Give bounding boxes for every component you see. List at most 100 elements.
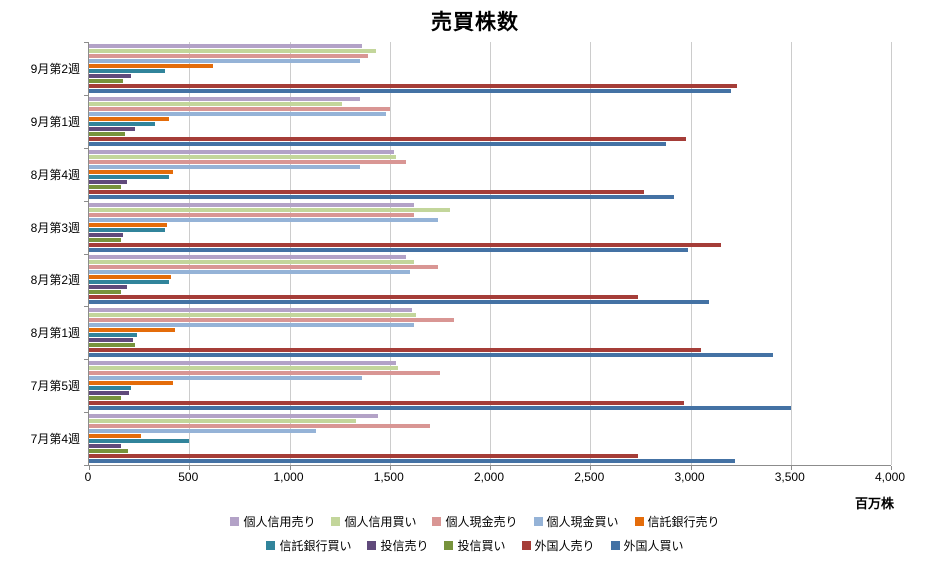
bar-信託銀行買い xyxy=(89,227,166,232)
bar-投信買い xyxy=(89,343,136,348)
bar-投信売り xyxy=(89,444,122,449)
bar-投信売り xyxy=(89,232,124,237)
bar-group-8月第2週 xyxy=(89,254,891,307)
bar-投信売り xyxy=(89,285,128,290)
bar-外国人売り xyxy=(89,295,639,300)
bar-外国人買い xyxy=(89,247,689,252)
legend-label: 投信買い xyxy=(457,539,506,553)
bar-信託銀行買い xyxy=(89,121,156,126)
y-category-label: 7月第5週 xyxy=(30,379,80,394)
legend: 個人信用売り 個人信用買い 個人現金売り 個人現金買い 信託銀行売り 信託銀行買い 投信売り… xyxy=(0,513,950,554)
legend-item: 個人現金売り xyxy=(432,513,518,530)
y-axis-tick xyxy=(84,359,88,361)
bar-group-8月第1週 xyxy=(89,306,891,359)
gridline xyxy=(189,42,191,465)
bar-個人現金売り xyxy=(89,424,430,429)
bar-個人現金売り xyxy=(89,53,368,58)
legend-swatch xyxy=(331,517,341,526)
gridline xyxy=(790,42,792,465)
bar-投信売り xyxy=(89,179,128,184)
bar-外国人売り xyxy=(89,136,687,141)
bar-信託銀行買い xyxy=(89,174,170,179)
legend-label: 個人現金買い xyxy=(546,515,619,529)
bar-外国人買い xyxy=(89,88,731,93)
legend-swatch xyxy=(610,541,620,550)
legend-row: 信託銀行買い 投信売り 投信買い 外国人売り 外国人買い xyxy=(266,537,684,554)
x-axis-tick xyxy=(89,466,90,470)
legend-swatch xyxy=(533,517,543,526)
legend-item: 投信売り xyxy=(367,537,428,554)
gridline xyxy=(891,42,892,465)
y-category-label: 7月第4週 xyxy=(30,432,80,447)
bar-投信買い xyxy=(89,290,122,295)
x-axis-tick xyxy=(389,466,391,470)
y-axis-tick xyxy=(84,306,88,308)
legend-label: 外国人買い xyxy=(623,539,684,553)
bar-投信売り xyxy=(89,126,136,131)
bar-信託銀行売り xyxy=(89,116,170,121)
legend-swatch xyxy=(432,517,442,526)
y-axis-tick xyxy=(84,42,88,43)
legend-swatch xyxy=(521,541,531,550)
bar-個人信用買い xyxy=(89,154,396,159)
bar-個人信用売り xyxy=(89,361,396,366)
bar-信託銀行買い xyxy=(89,280,170,285)
bar-外国人買い xyxy=(89,141,667,146)
bar-個人信用売り xyxy=(89,43,362,48)
bar-投信売り xyxy=(89,391,130,396)
bar-個人信用買い xyxy=(89,101,342,106)
bar-個人信用売り xyxy=(89,202,414,207)
bar-信託銀行売り xyxy=(89,434,142,439)
y-category-label: 8月第1週 xyxy=(30,326,80,341)
bar-個人現金買い xyxy=(89,376,362,381)
x-tick-label: 1,000 xyxy=(273,470,304,484)
legend-label: 個人信用売り xyxy=(243,515,316,529)
bar-信託銀行売り xyxy=(89,275,172,280)
legend-row: 個人信用売り 個人信用買い 個人現金売り 個人現金買い 信託銀行売り xyxy=(230,513,720,530)
bar-個人現金売り xyxy=(89,265,438,270)
y-category-label: 9月第2週 xyxy=(30,61,80,76)
bar-信託銀行売り xyxy=(89,381,174,386)
bar-個人現金売り xyxy=(89,318,454,323)
bar-個人信用買い xyxy=(89,260,414,265)
legend-label: 外国人売り xyxy=(534,539,595,553)
bar-個人現金売り xyxy=(89,371,440,376)
bar-個人信用買い xyxy=(89,207,450,212)
bar-外国人買い xyxy=(89,300,709,305)
bar-投信売り xyxy=(89,338,134,343)
bar-投信買い xyxy=(89,396,122,401)
x-tick-label: 500 xyxy=(178,470,199,484)
x-tick-label: 4,000 xyxy=(874,470,906,484)
x-axis-tick xyxy=(490,466,491,470)
bar-個人信用売り xyxy=(89,308,412,313)
bar-信託銀行売り xyxy=(89,328,176,333)
bar-外国人売り xyxy=(89,348,701,353)
bar-個人信用買い xyxy=(89,313,416,318)
bar-group-7月第5週 xyxy=(89,359,891,412)
bar-外国人売り xyxy=(89,242,721,247)
bar-投信買い xyxy=(89,78,124,83)
bar-個人現金買い xyxy=(89,217,438,222)
bar-group-9月第2週 xyxy=(89,42,891,95)
bar-個人信用売り xyxy=(89,96,360,101)
y-axis-tick xyxy=(84,200,88,202)
bar-個人現金買い xyxy=(89,58,360,63)
bar-外国人売り xyxy=(89,189,645,194)
x-tick-label: 2,000 xyxy=(473,470,505,484)
legend-item: 個人現金買い xyxy=(533,513,619,530)
legend-item: 個人信用売り xyxy=(230,513,315,530)
bar-group-7月第4週 xyxy=(89,412,891,465)
x-axis-tick xyxy=(690,466,692,470)
bar-個人現金売り xyxy=(89,212,414,217)
bar-外国人買い xyxy=(89,406,791,411)
bar-個人現金買い xyxy=(89,111,386,116)
legend-item: 信託銀行買い xyxy=(266,537,351,554)
bar-個人信用売り xyxy=(89,255,406,260)
bar-個人現金買い xyxy=(89,270,410,275)
x-tick-label: 3,000 xyxy=(674,470,705,484)
bar-group-8月第4週 xyxy=(89,148,891,201)
bar-投信買い xyxy=(89,131,126,136)
x-tick-label: 1,500 xyxy=(373,470,404,484)
y-category-label: 8月第4週 xyxy=(30,167,80,182)
